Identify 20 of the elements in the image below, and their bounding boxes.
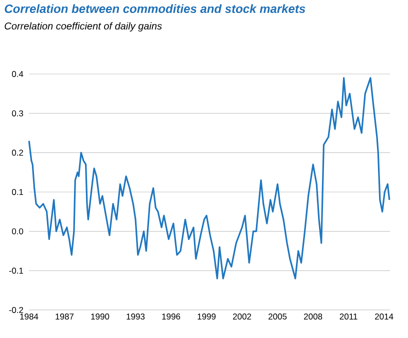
x-tick-label: 1990 (91, 314, 110, 320)
x-tick-label: 2011 (340, 314, 358, 320)
x-tick-label: 2002 (233, 314, 252, 320)
x-tick-label: 2008 (304, 314, 322, 320)
y-tick-label: -0.1 (9, 268, 24, 274)
x-tick-label: 1999 (198, 314, 216, 320)
x-tick-label: 1987 (56, 314, 74, 320)
chart-title: Correlation between commodities and stock markets (4, 4, 306, 14)
y-tick-label: -0.2 (9, 306, 24, 313)
y-tick-label: 0.2 (12, 150, 24, 156)
x-tick-label: 2014 (375, 314, 394, 320)
x-tick-label: 2005 (268, 314, 287, 320)
y-tick-label: 0.0 (12, 228, 24, 234)
y-tick-label: 0.4 (12, 70, 24, 78)
x-tick-label: 1996 (162, 314, 180, 320)
y-tick-label: 0.1 (12, 188, 24, 195)
chart-subtitle: Correlation coefficient of daily gains (4, 22, 162, 32)
x-tick-label: 1993 (126, 314, 145, 320)
x-tick-label: 1984 (20, 314, 38, 320)
y-tick-label: 0.3 (12, 110, 24, 116)
